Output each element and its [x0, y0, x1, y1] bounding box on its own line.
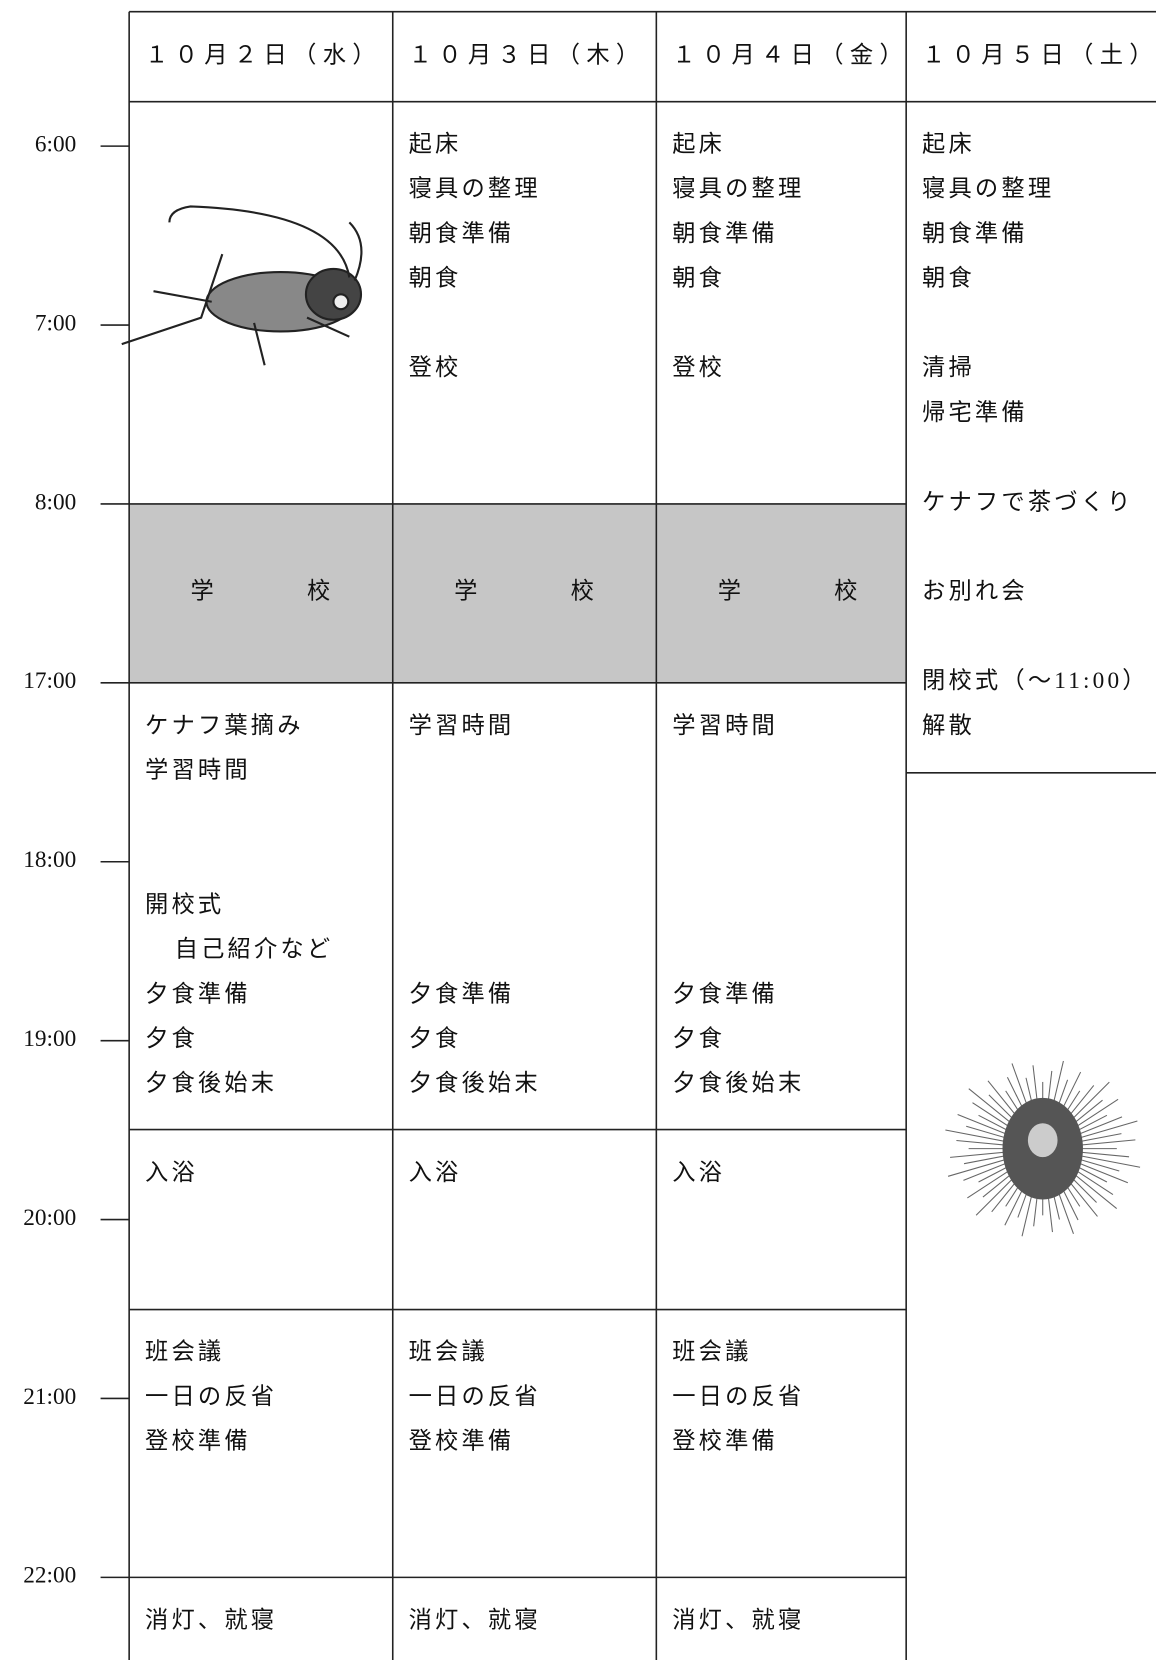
school-band	[129, 503, 907, 683]
schedule-item: 閉校式（～11:00）	[922, 668, 1149, 694]
school-label: 校	[834, 579, 860, 605]
schedule-item: 清掃	[922, 355, 975, 381]
schedule-item: 班会議	[672, 1339, 751, 1365]
schedule-item: 朝食準備	[409, 221, 515, 247]
schedule-item: 班会議	[409, 1339, 488, 1365]
time-label: 19:00	[23, 1026, 76, 1052]
schedule-item: 夕食後始末	[409, 1071, 541, 1097]
schedule-item: 夕食準備	[672, 981, 778, 1007]
schedule-item: 入浴	[672, 1160, 725, 1186]
schedule-item: 朝食	[922, 266, 975, 292]
schedule-item: 解散	[922, 713, 975, 739]
time-label: 18:00	[23, 847, 76, 873]
schedule-item: 登校	[409, 355, 462, 381]
nut-shine	[1027, 1123, 1058, 1158]
time-label: 22:00	[23, 1563, 76, 1589]
school-label: 学	[191, 579, 217, 605]
schedule-item: 起床	[922, 131, 975, 157]
schedule-item: お別れ会	[922, 579, 1028, 605]
schedule-item: 消灯、就寝	[145, 1607, 277, 1633]
school-label: 学	[718, 579, 744, 605]
schedule-item: 一日の反省	[145, 1384, 277, 1410]
schedule-item: 登校準備	[145, 1429, 251, 1455]
schedule-item: 開校式	[145, 892, 224, 918]
day-header: １０月３日（木）	[409, 43, 646, 69]
schedule-item: 学習時間	[409, 713, 515, 739]
schedule-item: 夕食	[672, 1026, 725, 1052]
cricket	[121, 205, 363, 366]
schedule-item: 帰宅準備	[922, 400, 1028, 426]
schedule-item: 入浴	[145, 1160, 198, 1186]
schedule-item: 朝食準備	[672, 221, 778, 247]
schedule-item: 朝食	[672, 266, 725, 292]
school-label: 学	[454, 579, 480, 605]
schedule-item: 夕食準備	[409, 981, 515, 1007]
schedule-item: 夕食後始末	[672, 1071, 804, 1097]
schedule-item: 消灯、就寝	[672, 1607, 804, 1633]
schedule-item: 入浴	[409, 1160, 462, 1186]
schedule-item: 学習時間	[672, 713, 778, 739]
schedule-item: ケナフ葉摘み	[145, 713, 304, 739]
schedule-item: 朝食準備	[922, 221, 1028, 247]
chestnut	[945, 1060, 1141, 1237]
time-label: 20:00	[23, 1205, 76, 1231]
schedule-item: ケナフで茶づくり	[922, 489, 1134, 515]
schedule-item: 夕食準備	[145, 981, 251, 1007]
schedule-item: 登校準備	[672, 1429, 778, 1455]
schedule-item: 夕食	[145, 1026, 198, 1052]
school-label: 校	[571, 579, 597, 605]
time-label: 8:00	[35, 489, 76, 515]
schedule-item: 一日の反省	[672, 1384, 804, 1410]
schedule-item: 消灯、就寝	[409, 1607, 541, 1633]
schedule-item: 班会議	[145, 1339, 224, 1365]
day-header: １０月４日（金）	[672, 43, 909, 69]
time-label: 7:00	[35, 310, 76, 336]
schedule-item: 寝具の整理	[672, 176, 804, 202]
schedule-item: 登校	[672, 355, 725, 381]
schedule-item: 朝食	[409, 266, 462, 292]
time-label: 6:00	[35, 131, 76, 157]
schedule-item: 寝具の整理	[409, 176, 541, 202]
schedule-item: 起床	[409, 131, 462, 157]
schedule-item: 起床	[672, 131, 725, 157]
schedule-item: 学習時間	[145, 758, 251, 784]
schedule-item: 登校準備	[409, 1429, 515, 1455]
schedule-item: 夕食	[409, 1026, 462, 1052]
schedule-item: 自己紹介など	[175, 937, 334, 963]
schedule-item: 夕食後始末	[145, 1071, 277, 1097]
school-label: 校	[307, 579, 333, 605]
schedule-item: 一日の反省	[409, 1384, 541, 1410]
time-label: 21:00	[23, 1384, 76, 1410]
day-header: １０月５日（土）	[922, 43, 1156, 69]
time-label: 17:00	[23, 668, 76, 694]
schedule-item: 寝具の整理	[922, 176, 1054, 202]
day-header: １０月２日（水）	[145, 43, 382, 69]
